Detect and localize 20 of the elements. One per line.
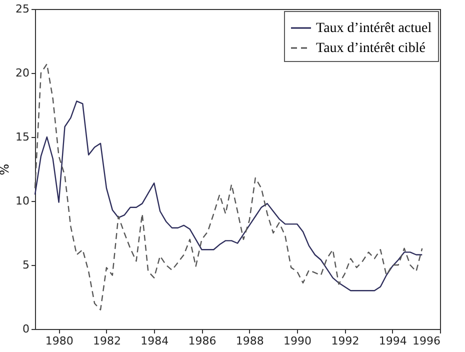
x-tick-label: 1986 [188, 334, 216, 348]
legend-label: Taux d’intérêt actuel [316, 21, 432, 36]
x-tick-label: 1980 [45, 334, 74, 348]
x-tick-label: 1996 [412, 334, 440, 348]
y-tick-label: 25 [16, 2, 30, 16]
y-tick-label: 0 [22, 322, 30, 336]
x-tick-label: 1982 [92, 334, 121, 348]
line-series [34, 100, 423, 292]
x-tick-label: 1992 [331, 334, 360, 348]
line-series [34, 63, 423, 310]
x-tick-label: 1984 [140, 334, 169, 348]
x-tick-label: 1988 [236, 334, 264, 348]
y-tick-label: 15 [16, 130, 30, 144]
x-tick-label: 1990 [284, 334, 312, 348]
y-tick-label: 5 [22, 258, 30, 272]
y-axis-title: % [0, 164, 12, 176]
y-tick-label: 20 [16, 66, 30, 80]
y-tick-label: 10 [16, 194, 30, 208]
x-tick-label: 1994 [378, 334, 407, 348]
legend-label: Taux d’intérêt ciblé [316, 41, 426, 56]
